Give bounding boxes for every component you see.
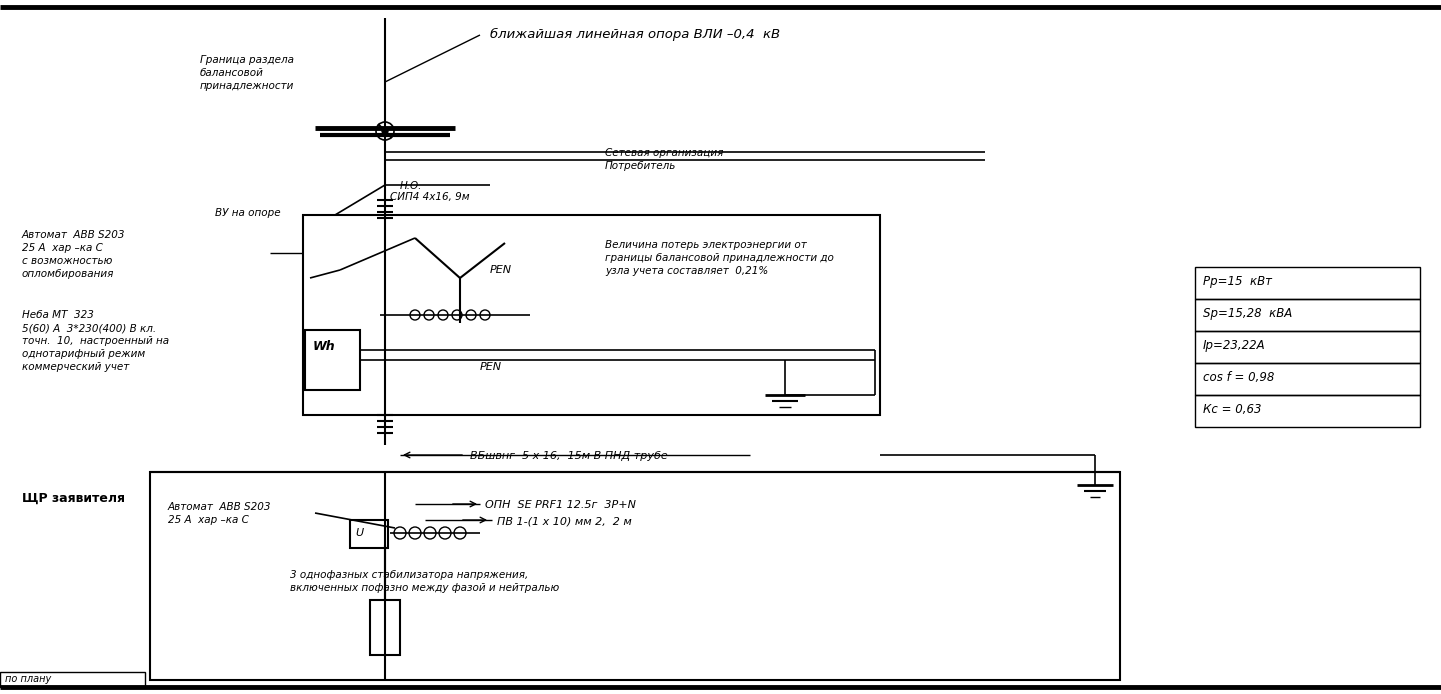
- Bar: [305, 330, 360, 390]
- Text: 25 А  хар –ка С: 25 А хар –ка С: [22, 243, 102, 253]
- Text: Неба МТ  323: Неба МТ 323: [22, 310, 94, 320]
- Text: Wh: Wh: [313, 340, 336, 353]
- Text: точн.  10,  настроенный на: точн. 10, настроенный на: [22, 336, 169, 346]
- Text: с возможностью: с возможностью: [22, 256, 112, 266]
- Text: границы балансовой принадлежности до: границы балансовой принадлежности до: [605, 253, 834, 263]
- Bar: [350, 520, 388, 548]
- Text: Н.О.: Н.О.: [401, 181, 422, 191]
- Text: СИП4 4х16, 9м: СИП4 4х16, 9м: [391, 192, 470, 202]
- Text: по плану: по плану: [4, 674, 52, 684]
- Text: U: U: [354, 528, 363, 538]
- Text: Ip=23,22А: Ip=23,22А: [1203, 339, 1265, 352]
- Bar: [1195, 299, 1419, 331]
- Text: Автомат  АВВ S203: Автомат АВВ S203: [22, 230, 125, 240]
- Text: ВУ на опоре: ВУ на опоре: [215, 208, 281, 218]
- Text: Pp=15  кВт: Pp=15 кВт: [1203, 275, 1272, 288]
- Text: включенных пофазно между фазой и нейтралью: включенных пофазно между фазой и нейтрал…: [290, 583, 559, 593]
- Text: Граница раздела: Граница раздела: [200, 55, 294, 65]
- Text: ВБшвнг  5 х 16,  15м В ПНД трубе: ВБшвнг 5 х 16, 15м В ПНД трубе: [470, 451, 667, 461]
- Circle shape: [382, 128, 388, 134]
- Bar: [0, 672, 146, 687]
- Bar: [1195, 395, 1419, 427]
- Bar: [303, 215, 880, 415]
- Text: ОПН  SE PRF1 12.5г  3Р+N: ОПН SE PRF1 12.5г 3Р+N: [486, 500, 635, 510]
- Text: PEN: PEN: [490, 265, 512, 275]
- Text: Потребитель: Потребитель: [605, 161, 676, 171]
- Text: 5(60) А  3*230(400) В кл.: 5(60) А 3*230(400) В кл.: [22, 323, 156, 333]
- Text: однотарифный режим: однотарифный режим: [22, 349, 146, 359]
- Text: узла учета составляет  0,21%: узла учета составляет 0,21%: [605, 266, 768, 276]
- Text: балансовой: балансовой: [200, 68, 264, 78]
- Text: Сетевая организация: Сетевая организация: [605, 148, 723, 158]
- Text: ПВ 1-(1 х 10) мм 2,  2 м: ПВ 1-(1 х 10) мм 2, 2 м: [497, 516, 631, 526]
- Text: cos f = 0,98: cos f = 0,98: [1203, 371, 1274, 384]
- Text: опломбирования: опломбирования: [22, 269, 114, 279]
- Text: ЩР заявителя: ЩР заявителя: [22, 492, 125, 505]
- Text: Sp=15,28  кВА: Sp=15,28 кВА: [1203, 307, 1293, 320]
- Text: PEN: PEN: [480, 362, 501, 372]
- Text: 3 однофазных стабилизатора напряжения,: 3 однофазных стабилизатора напряжения,: [290, 570, 529, 580]
- Text: коммерческий учет: коммерческий учет: [22, 362, 130, 372]
- Bar: [150, 472, 1120, 680]
- Bar: [1195, 363, 1419, 395]
- Text: принадлежности: принадлежности: [200, 81, 294, 91]
- Text: 25 А  хар –ка С: 25 А хар –ка С: [169, 515, 249, 525]
- Text: Кс = 0,63: Кс = 0,63: [1203, 403, 1261, 416]
- Text: Автомат  АВВ S203: Автомат АВВ S203: [169, 502, 271, 512]
- Bar: [370, 600, 401, 655]
- Bar: [1195, 267, 1419, 299]
- Text: ближайшая линейная опора ВЛИ –0,4  кВ: ближайшая линейная опора ВЛИ –0,4 кВ: [490, 28, 780, 41]
- Bar: [1195, 331, 1419, 363]
- Text: Величина потерь электроэнергии от: Величина потерь электроэнергии от: [605, 240, 807, 250]
